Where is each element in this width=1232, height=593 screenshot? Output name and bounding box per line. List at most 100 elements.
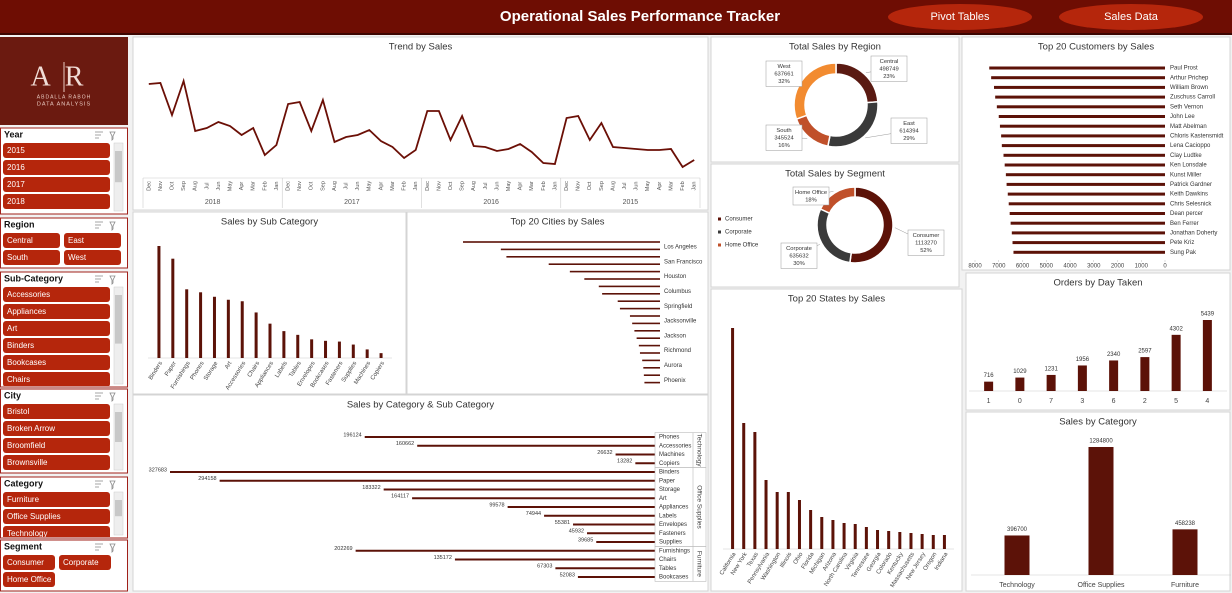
data-label: 396700 bbox=[1007, 527, 1028, 533]
slicer-item[interactable] bbox=[3, 250, 60, 265]
slicer-item-label[interactable]: Furniture bbox=[7, 495, 40, 504]
slicer-item-label[interactable]: Bristol bbox=[7, 407, 29, 416]
bar bbox=[1007, 192, 1165, 196]
slicer-item[interactable] bbox=[3, 177, 110, 192]
x-tick-label: Feb bbox=[680, 181, 686, 190]
y-tick-label: Los Angeles bbox=[664, 245, 697, 251]
slicer-item[interactable] bbox=[3, 143, 110, 158]
slicer-item-label[interactable]: West bbox=[68, 253, 87, 262]
x-tick-label: Art bbox=[224, 360, 233, 370]
slicer-item-label[interactable]: Art bbox=[7, 324, 18, 333]
callout-label: Corporate bbox=[786, 246, 812, 252]
bar bbox=[463, 241, 660, 243]
bar bbox=[310, 339, 314, 358]
y-tick-label: Appliances bbox=[659, 505, 688, 511]
slicer-item[interactable] bbox=[3, 555, 55, 570]
slicer-item-label[interactable]: 2018 bbox=[7, 197, 25, 206]
slicer-item-label[interactable]: Broomfield bbox=[7, 441, 45, 450]
slicer-item[interactable] bbox=[3, 372, 110, 387]
x-tick-label: Jan bbox=[552, 182, 558, 191]
slicer-item[interactable] bbox=[3, 572, 55, 587]
callout-label: Central bbox=[880, 59, 899, 65]
slicer-item[interactable] bbox=[3, 304, 110, 319]
slicer-item[interactable] bbox=[3, 287, 110, 302]
bar bbox=[629, 315, 660, 317]
slicer-item-label[interactable]: 2017 bbox=[7, 180, 25, 189]
data-label: 716 bbox=[984, 373, 995, 379]
bar bbox=[989, 66, 1165, 70]
bar bbox=[544, 514, 655, 517]
slicer-item-label[interactable]: Accessories bbox=[7, 290, 50, 299]
bar bbox=[454, 558, 655, 561]
slicer-item-label[interactable]: East bbox=[68, 236, 85, 245]
legend-label: Corporate bbox=[725, 230, 752, 236]
slicer-item[interactable] bbox=[3, 438, 110, 453]
slicer-item-label[interactable]: Chairs bbox=[7, 375, 30, 384]
x-tick-label: Mar bbox=[668, 181, 674, 191]
x-tick-label: Jul bbox=[344, 182, 350, 189]
y-tick-label: Columbus bbox=[664, 289, 691, 295]
slicer-item-label[interactable]: Technology bbox=[7, 529, 47, 538]
y-tick-label: Sung Pak bbox=[1170, 250, 1197, 256]
x-tick-label: 5000 bbox=[1040, 264, 1054, 270]
nav-button[interactable] bbox=[1059, 4, 1203, 30]
slicer-item[interactable] bbox=[59, 555, 111, 570]
y-tick-label: Jacksonville bbox=[664, 319, 697, 325]
chart-title: Orders by Day Taken bbox=[1053, 278, 1142, 289]
slicer-item[interactable] bbox=[3, 509, 110, 524]
y-tick-label: Furnishings bbox=[659, 548, 690, 554]
slicer-item-label[interactable]: Broken Arrow bbox=[7, 424, 55, 433]
slicer-item-label[interactable]: 2016 bbox=[7, 163, 25, 172]
x-tick-label: Jan bbox=[692, 182, 698, 191]
bar bbox=[212, 296, 216, 358]
slicer-item[interactable] bbox=[64, 250, 121, 265]
nav-button[interactable] bbox=[888, 4, 1032, 30]
x-tick-label: 2 bbox=[1143, 398, 1147, 405]
slicer-item-label[interactable]: South bbox=[7, 253, 28, 262]
chart-title: Sales by Category & Sub Category bbox=[347, 400, 495, 411]
bar bbox=[820, 517, 824, 549]
slicer-item-label[interactable]: Appliances bbox=[7, 307, 46, 316]
bar bbox=[379, 353, 383, 358]
callout-label: Home Office bbox=[795, 190, 827, 196]
callout-box bbox=[765, 124, 803, 151]
bar bbox=[786, 492, 790, 549]
slicer-item[interactable] bbox=[3, 160, 110, 175]
x-tick-label: Dec bbox=[146, 181, 152, 191]
slicer-item-label[interactable]: Office Supplies bbox=[7, 512, 61, 521]
slicer-item[interactable] bbox=[3, 355, 110, 370]
slicer-item[interactable] bbox=[3, 526, 110, 541]
slicer-item-label[interactable]: Brownsville bbox=[7, 458, 48, 467]
slicer-item[interactable] bbox=[3, 404, 110, 419]
slicer-item-label[interactable]: Central bbox=[7, 236, 33, 245]
x-tick-label: Feb bbox=[541, 181, 547, 190]
slicer-item-label[interactable]: Consumer bbox=[7, 558, 44, 567]
slicer-item[interactable] bbox=[3, 321, 110, 336]
callout-label: 498749 bbox=[879, 67, 898, 73]
x-tick-label: Aug bbox=[471, 181, 477, 191]
callout-label: 635632 bbox=[789, 254, 808, 260]
bar bbox=[548, 263, 660, 265]
slicer-item[interactable] bbox=[64, 233, 121, 248]
logo-mark: AR bbox=[31, 61, 98, 92]
slicer-item[interactable] bbox=[3, 421, 110, 436]
data-label: 1284800 bbox=[1089, 439, 1113, 445]
slicer-item-label[interactable]: Corporate bbox=[63, 558, 99, 567]
nav-button-label[interactable]: Sales Data bbox=[1104, 11, 1159, 23]
nav-button-label[interactable]: Pivot Tables bbox=[930, 11, 990, 23]
slicer-item-label[interactable]: Binders bbox=[7, 341, 34, 350]
y-tick-label: Keith Dawkins bbox=[1170, 192, 1208, 198]
bar bbox=[638, 344, 660, 347]
slicer-item[interactable] bbox=[3, 455, 110, 470]
slicer-item[interactable] bbox=[3, 194, 110, 209]
bar bbox=[999, 124, 1165, 128]
slicer-item-label[interactable]: Bookcases bbox=[7, 358, 46, 367]
slicer-item[interactable] bbox=[3, 492, 110, 507]
slicer-item-label[interactable]: 2015 bbox=[7, 146, 25, 155]
bar bbox=[842, 523, 846, 549]
slicer-item[interactable] bbox=[3, 338, 110, 353]
bar bbox=[876, 530, 880, 549]
slicer-item-label[interactable]: Home Office bbox=[7, 575, 52, 584]
slicer-icon bbox=[95, 275, 116, 285]
slicer-item[interactable] bbox=[3, 233, 60, 248]
